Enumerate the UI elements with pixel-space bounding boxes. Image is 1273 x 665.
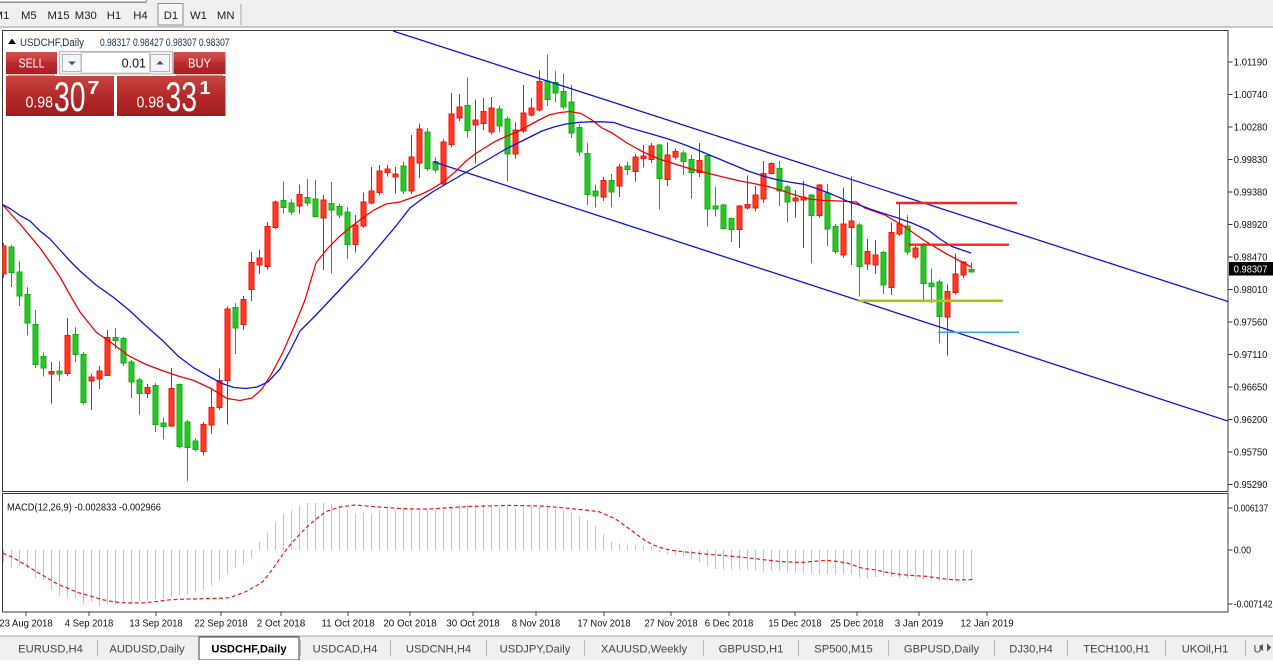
svg-text:SELL: SELL (19, 56, 45, 71)
svg-text:1.01190: 1.01190 (1234, 58, 1268, 69)
svg-text:1.00280: 1.00280 (1234, 123, 1268, 134)
svg-text:0.95290: 0.95290 (1234, 480, 1268, 491)
svg-text:0.98920: 0.98920 (1234, 220, 1268, 231)
svg-text:2 Oct 2018: 2 Oct 2018 (257, 618, 306, 629)
svg-text:M1: M1 (0, 10, 9, 22)
svg-text:TECH100,H1: TECH100,H1 (1083, 644, 1150, 656)
svg-text:30 Oct 2018: 30 Oct 2018 (446, 618, 500, 629)
svg-text:GBPUSD,H1: GBPUSD,H1 (719, 644, 784, 656)
svg-text:MACD(12,26,9) -0.002833 -0.002: MACD(12,26,9) -0.002833 -0.002966 (7, 502, 161, 514)
svg-text:0.98317 0.98427 0.98307 0.9830: 0.98317 0.98427 0.98307 0.98307 (100, 37, 230, 49)
svg-text:13 Sep 2018: 13 Sep 2018 (129, 618, 183, 629)
svg-text:0.98: 0.98 (26, 95, 54, 112)
svg-text:0.98307: 0.98307 (1234, 265, 1268, 276)
svg-text:0.97560: 0.97560 (1234, 318, 1268, 329)
svg-text:W1: W1 (190, 10, 207, 22)
svg-text:BUY: BUY (188, 56, 211, 71)
svg-text:33: 33 (166, 73, 198, 120)
svg-text:12 Jan 2019: 12 Jan 2019 (960, 618, 1014, 629)
svg-text:XAUUSD,Weekly: XAUUSD,Weekly (601, 644, 688, 656)
svg-text:M15: M15 (48, 10, 70, 22)
svg-text:0.98010: 0.98010 (1234, 285, 1268, 296)
svg-text:-0.007142: -0.007142 (1234, 600, 1273, 611)
svg-text:0.00: 0.00 (1234, 546, 1251, 557)
svg-text:27 Nov 2018: 27 Nov 2018 (644, 618, 698, 629)
svg-text:H1: H1 (107, 10, 121, 22)
svg-text:M5: M5 (21, 10, 37, 22)
svg-text:D1: D1 (164, 10, 178, 22)
svg-text:17 Nov 2018: 17 Nov 2018 (577, 618, 631, 629)
svg-text:0.01: 0.01 (122, 56, 146, 70)
svg-text:USDCNH,H4: USDCNH,H4 (406, 644, 471, 656)
svg-text:0.006137: 0.006137 (1234, 504, 1269, 515)
svg-text:0.95750: 0.95750 (1234, 448, 1268, 459)
svg-text:3 Jan 2019: 3 Jan 2019 (895, 618, 944, 629)
svg-text:USDCHF,Daily: USDCHF,Daily (211, 644, 287, 656)
svg-text:0.98: 0.98 (137, 95, 165, 112)
svg-text:22 Sep 2018: 22 Sep 2018 (194, 618, 248, 629)
svg-text:1.00740: 1.00740 (1234, 90, 1268, 101)
svg-text:AUDUSD,Daily: AUDUSD,Daily (109, 644, 185, 656)
svg-text:6 Dec 2018: 6 Dec 2018 (705, 618, 754, 629)
svg-text:30: 30 (54, 73, 86, 120)
svg-text:23 Aug 2018: 23 Aug 2018 (0, 618, 53, 629)
svg-text:0.99380: 0.99380 (1234, 188, 1268, 199)
svg-text:DJ30,H4: DJ30,H4 (1009, 644, 1053, 656)
svg-text:4 Sep 2018: 4 Sep 2018 (65, 618, 114, 629)
svg-text:GBPUSD,Daily: GBPUSD,Daily (904, 644, 980, 656)
svg-text:20 Oct 2018: 20 Oct 2018 (383, 618, 437, 629)
svg-text:U: U (1253, 644, 1261, 656)
svg-text:USDJPY,Daily: USDJPY,Daily (500, 644, 571, 656)
svg-text:25 Dec 2018: 25 Dec 2018 (830, 618, 884, 629)
svg-text:M30: M30 (75, 10, 97, 22)
svg-text:EURUSD,H4: EURUSD,H4 (18, 644, 83, 656)
svg-text:1: 1 (200, 78, 211, 98)
svg-text:UKOil,H1: UKOil,H1 (1182, 644, 1229, 656)
svg-text:H4: H4 (133, 10, 147, 22)
svg-text:8 Nov 2018: 8 Nov 2018 (512, 618, 561, 629)
svg-text:15 Dec 2018: 15 Dec 2018 (768, 618, 822, 629)
svg-text:USDCHF,Daily: USDCHF,Daily (20, 37, 84, 49)
svg-text:0.97110: 0.97110 (1234, 350, 1268, 361)
svg-text:0.96200: 0.96200 (1234, 415, 1268, 426)
svg-text:0.99830: 0.99830 (1234, 155, 1268, 166)
svg-text:0.98470: 0.98470 (1234, 253, 1268, 264)
svg-text:11 Oct 2018: 11 Oct 2018 (321, 618, 375, 629)
svg-text:7: 7 (88, 78, 100, 98)
svg-text:SP500,M15: SP500,M15 (814, 644, 872, 656)
svg-text:0.96650: 0.96650 (1234, 383, 1268, 394)
svg-text:MN: MN (217, 10, 235, 22)
svg-text:USDCAD,H4: USDCAD,H4 (313, 644, 378, 656)
